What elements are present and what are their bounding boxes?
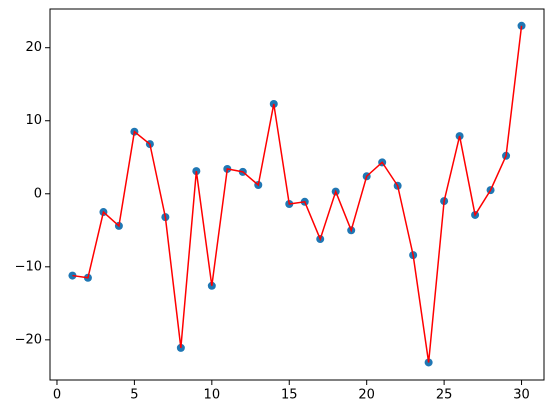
x-tick-label: 30: [513, 388, 530, 403]
y-tick-label: −20: [15, 332, 42, 347]
x-tick-label: 25: [436, 388, 453, 403]
y-tick-label: −10: [15, 259, 42, 274]
x-tick-label: 5: [130, 388, 138, 403]
y-tick-label: 10: [25, 113, 42, 128]
x-tick-label: 15: [281, 388, 298, 403]
x-tick-label: 20: [358, 388, 375, 403]
y-tick-label: 20: [25, 40, 42, 55]
marker: [517, 21, 526, 30]
x-tick-label: 10: [204, 388, 221, 403]
x-tick-label: 0: [53, 388, 61, 403]
axes-frame: [49, 8, 545, 381]
line: [72, 25, 523, 363]
y-tick-label: 0: [34, 186, 42, 201]
